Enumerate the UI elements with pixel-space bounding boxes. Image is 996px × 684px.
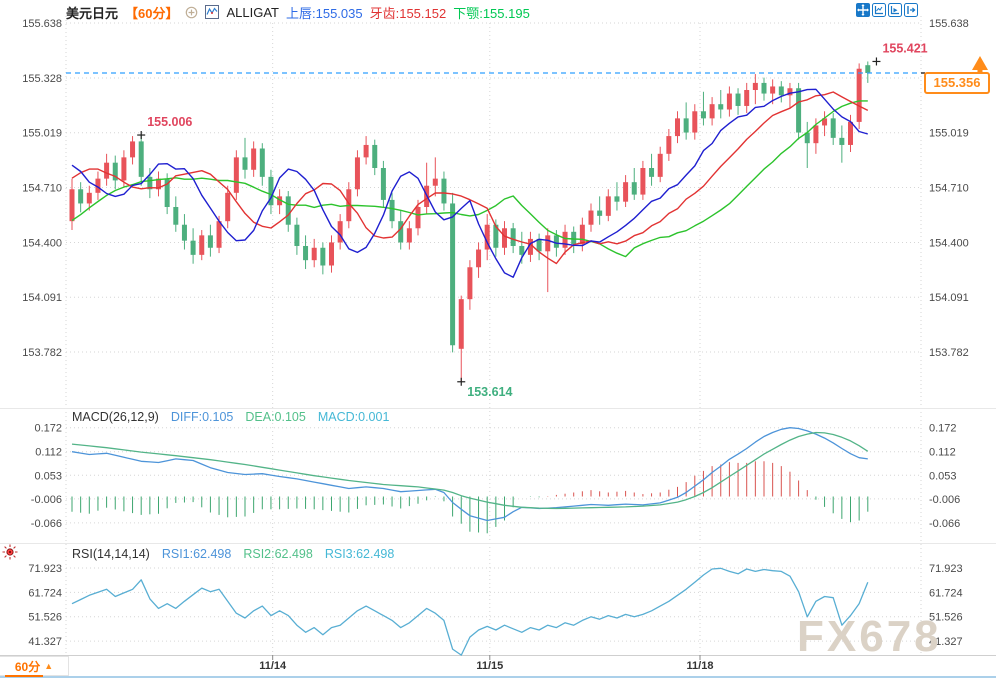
tab-60min-arrow-icon: ▲	[44, 661, 54, 671]
tab-60min-underline	[5, 675, 43, 677]
period-label: 【60分】	[125, 5, 179, 21]
alligator-lips-value: 上唇:155.035	[286, 5, 363, 21]
scroll-right-icon[interactable]	[904, 3, 918, 17]
svg-text:154.400: 154.400	[929, 237, 969, 249]
zoom-play-icon[interactable]	[888, 3, 902, 17]
svg-text:155.421: 155.421	[882, 41, 927, 55]
svg-text:154.091: 154.091	[929, 292, 969, 304]
svg-text:41.327: 41.327	[28, 636, 62, 648]
svg-text:154.710: 154.710	[22, 182, 62, 194]
macd-header: MACD(26,12,9) DIFF:0.105 DEA:0.105 MACD:…	[72, 410, 389, 425]
svg-text:61.724: 61.724	[929, 587, 963, 599]
svg-text:41.327: 41.327	[929, 636, 963, 648]
macd-title: MACD(26,12,9)	[72, 410, 159, 424]
svg-text:51.526: 51.526	[28, 612, 62, 624]
rsi1-value: RSI1:62.498	[161, 547, 232, 561]
chart-toolbar	[856, 3, 918, 17]
svg-text:61.724: 61.724	[28, 587, 62, 599]
svg-text:0.172: 0.172	[929, 423, 957, 435]
tab-60min[interactable]: 60分 ▲	[0, 656, 69, 677]
rsi2-value: RSI2:62.498	[243, 547, 313, 561]
svg-text:155.019: 155.019	[22, 128, 62, 140]
svg-text:-0.006: -0.006	[929, 494, 960, 506]
fx678-watermark: FX678	[797, 612, 942, 661]
indicator-icon	[205, 5, 220, 19]
alligator-teeth-value: 牙齿:155.152	[369, 5, 447, 21]
svg-text:0.172: 0.172	[34, 423, 62, 435]
macd-dea-value: DEA:0.105	[245, 410, 306, 424]
svg-text:153.782: 153.782	[22, 347, 62, 359]
svg-text:-0.066: -0.066	[929, 518, 960, 530]
svg-text:153.614: 153.614	[467, 385, 512, 399]
alligator-jaw-value: 下颚:155.195	[453, 5, 530, 21]
current-price-tag: 155.356	[924, 72, 990, 94]
svg-text:-0.006: -0.006	[31, 494, 62, 506]
svg-text:155.638: 155.638	[929, 18, 969, 30]
rsi-header: RSI(14,14,14) RSI1:62.498 RSI2:62.498 RS…	[72, 547, 394, 562]
svg-text:155.019: 155.019	[929, 128, 969, 140]
rsi-title: RSI(14,14,14)	[72, 547, 150, 561]
svg-text:155.328: 155.328	[22, 73, 62, 85]
svg-text:11/14: 11/14	[259, 660, 287, 672]
move-crosshair-icon[interactable]	[856, 3, 870, 17]
zoom-axis-icon[interactable]	[872, 3, 886, 17]
indicator-name: ALLIGAT	[226, 4, 279, 20]
svg-text:155.638: 155.638	[22, 18, 62, 30]
alert-sun-icon	[2, 544, 18, 565]
svg-text:11/18: 11/18	[687, 660, 714, 672]
tab-60min-label: 60分	[14, 659, 41, 674]
bottom-divider	[0, 676, 996, 678]
svg-text:154.091: 154.091	[22, 292, 62, 304]
svg-text:155.006: 155.006	[147, 115, 192, 129]
svg-text:0.112: 0.112	[35, 447, 62, 459]
svg-text:154.710: 154.710	[929, 182, 969, 194]
symbol-name: 美元日元	[66, 5, 119, 21]
macd-macd-value: MACD:0.001	[317, 410, 390, 424]
svg-text:51.526: 51.526	[929, 612, 963, 624]
svg-text:11/15: 11/15	[476, 660, 503, 672]
svg-text:154.400: 154.400	[22, 237, 62, 249]
svg-text:-0.066: -0.066	[31, 518, 62, 530]
svg-text:0.053: 0.053	[929, 470, 957, 482]
circle-plus-icon[interactable]	[185, 6, 198, 19]
svg-text:0.112: 0.112	[929, 447, 956, 459]
svg-text:0.053: 0.053	[34, 470, 62, 482]
macd-diff-value: DIFF:0.105	[170, 410, 234, 424]
chart-header: 美元日元 【60分】 ALLIGAT 上唇:155.035 牙齿:155.152…	[66, 3, 530, 21]
svg-text:71.923: 71.923	[929, 563, 963, 575]
svg-text:71.923: 71.923	[28, 563, 62, 575]
svg-text:153.782: 153.782	[929, 347, 969, 359]
rsi3-value: RSI3:62.498	[324, 547, 395, 561]
